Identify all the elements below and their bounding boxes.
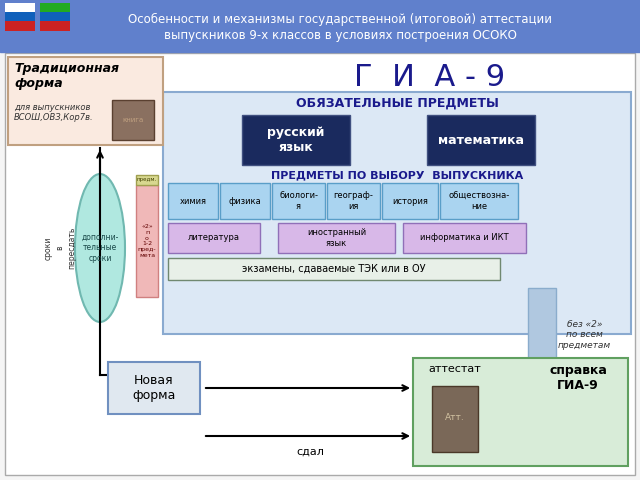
Text: математика: математика [438,133,524,146]
Text: выпускников 9-х классов в условиях построения ОСОКО: выпускников 9-х классов в условиях постр… [164,29,516,42]
Text: информатика и ИКТ: информатика и ИКТ [420,233,509,242]
Bar [8,57,163,145]
Bar [327,183,380,219]
Text: для выпускников
ВСОШ,ОВЗ,Кор7в.: для выпускников ВСОШ,ОВЗ,Кор7в. [14,103,93,122]
Bar [40,12,70,21]
Bar [136,185,158,297]
Bar [112,100,154,140]
Text: русский
язык: русский язык [268,126,324,154]
Text: в: в [56,246,65,250]
Bar [528,288,556,376]
Bar [108,362,200,414]
Text: Традиционная
форма: Традиционная форма [14,62,119,90]
Text: обществозна-
ние: обществозна- ние [449,192,509,211]
Bar [413,358,628,466]
Bar [168,223,260,253]
Text: Новая
форма: Новая форма [132,374,176,402]
Text: ПРЕДМЕТЫ ПО ВЫБОРУ  ВЫПУСКНИКА: ПРЕДМЕТЫ ПО ВЫБОРУ ВЫПУСКНИКА [271,170,523,180]
Bar [403,223,526,253]
Bar [382,183,438,219]
Bar [5,53,635,475]
Text: Г  И  А - 9: Г И А - 9 [355,63,506,92]
Text: экзамены, сдаваемые ТЭК или в ОУ: экзамены, сдаваемые ТЭК или в ОУ [242,264,426,274]
Text: аттестат: аттестат [429,364,481,374]
Text: без «2»
по всем
предметам: без «2» по всем предметам [558,320,611,350]
Text: географ-
ия: географ- ия [333,192,373,211]
Text: физика: физика [228,196,261,205]
Text: сроки: сроки [44,236,52,260]
Ellipse shape [75,174,125,322]
Text: справка
ГИА-9: справка ГИА-9 [549,364,607,392]
Text: дополни-
тельные
сроки: дополни- тельные сроки [81,233,118,263]
Bar [40,21,70,31]
Bar [220,183,270,219]
Text: сдал: сдал [296,447,324,457]
Bar [5,21,35,31]
Text: иностранный
язык: иностранный язык [307,228,366,248]
Text: литература: литература [188,233,240,242]
Text: ОБЯЗАТЕЛЬНЫЕ ПРЕДМЕТЫ: ОБЯЗАТЕЛЬНЫЕ ПРЕДМЕТЫ [296,97,499,110]
Bar [278,223,395,253]
Bar [163,92,631,334]
Bar [427,115,535,165]
Bar [168,183,218,219]
Text: история: история [392,196,428,205]
Bar [168,258,500,280]
Text: Особенности и механизмы государственной (итоговой) аттестации: Особенности и механизмы государственной … [128,13,552,26]
Bar [5,3,35,12]
Bar [440,183,518,219]
Text: пересдать: пересдать [67,227,77,269]
Bar [432,386,478,452]
Bar [40,3,70,12]
Text: «2»
п
о
1-2
пред-
мета: «2» п о 1-2 пред- мета [138,224,156,258]
Bar [272,183,325,219]
Bar [242,115,350,165]
Text: предм.: предм. [137,178,157,182]
Text: биологи-
я: биологи- я [279,192,318,211]
Text: химия: химия [179,196,207,205]
Text: Атт.: Атт. [445,413,465,422]
Text: книга: книга [122,117,143,123]
Bar [5,12,35,21]
Bar [0,0,640,52]
Bar [136,175,158,185]
